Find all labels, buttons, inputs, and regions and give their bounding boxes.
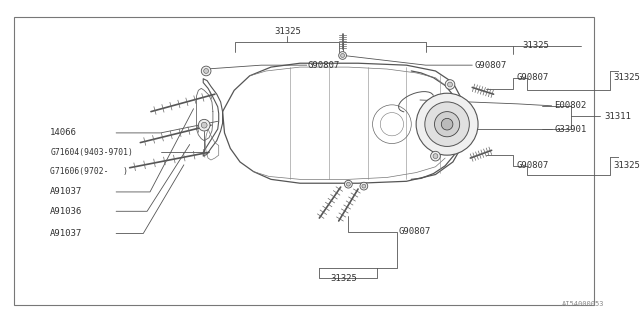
Circle shape bbox=[425, 102, 469, 147]
Text: G33901: G33901 bbox=[554, 124, 587, 133]
Circle shape bbox=[344, 180, 352, 188]
Circle shape bbox=[433, 154, 438, 158]
Circle shape bbox=[202, 66, 211, 76]
Circle shape bbox=[416, 93, 478, 155]
Circle shape bbox=[362, 184, 366, 188]
Circle shape bbox=[339, 52, 346, 59]
Text: G90807: G90807 bbox=[308, 61, 340, 70]
Circle shape bbox=[445, 80, 455, 89]
Text: E00802: E00802 bbox=[554, 101, 587, 110]
Text: G71606(9702-   ): G71606(9702- ) bbox=[51, 167, 129, 176]
Circle shape bbox=[346, 182, 350, 186]
Text: 31325: 31325 bbox=[614, 73, 640, 82]
Text: 14066: 14066 bbox=[51, 128, 77, 137]
Text: A91036: A91036 bbox=[51, 207, 83, 216]
Text: 31325: 31325 bbox=[614, 161, 640, 170]
Circle shape bbox=[442, 118, 453, 130]
Circle shape bbox=[198, 119, 210, 131]
Text: 31325: 31325 bbox=[330, 274, 357, 283]
Circle shape bbox=[202, 122, 207, 128]
Circle shape bbox=[340, 53, 344, 57]
Circle shape bbox=[204, 68, 209, 73]
Circle shape bbox=[435, 112, 460, 137]
Text: A91037: A91037 bbox=[51, 188, 83, 196]
Circle shape bbox=[360, 182, 368, 190]
Text: G90807: G90807 bbox=[516, 161, 549, 170]
Text: AI54000053: AI54000053 bbox=[563, 301, 605, 307]
Text: 31311: 31311 bbox=[604, 112, 631, 121]
Circle shape bbox=[447, 82, 452, 87]
Text: 31325: 31325 bbox=[523, 41, 550, 50]
Text: A91037: A91037 bbox=[51, 229, 83, 238]
Text: 31325: 31325 bbox=[274, 27, 301, 36]
Circle shape bbox=[431, 151, 440, 161]
Text: G90807: G90807 bbox=[399, 227, 431, 236]
Text: G90807: G90807 bbox=[516, 73, 549, 82]
Text: G71604(9403-9701): G71604(9403-9701) bbox=[51, 148, 133, 157]
Text: G90807: G90807 bbox=[474, 61, 506, 70]
